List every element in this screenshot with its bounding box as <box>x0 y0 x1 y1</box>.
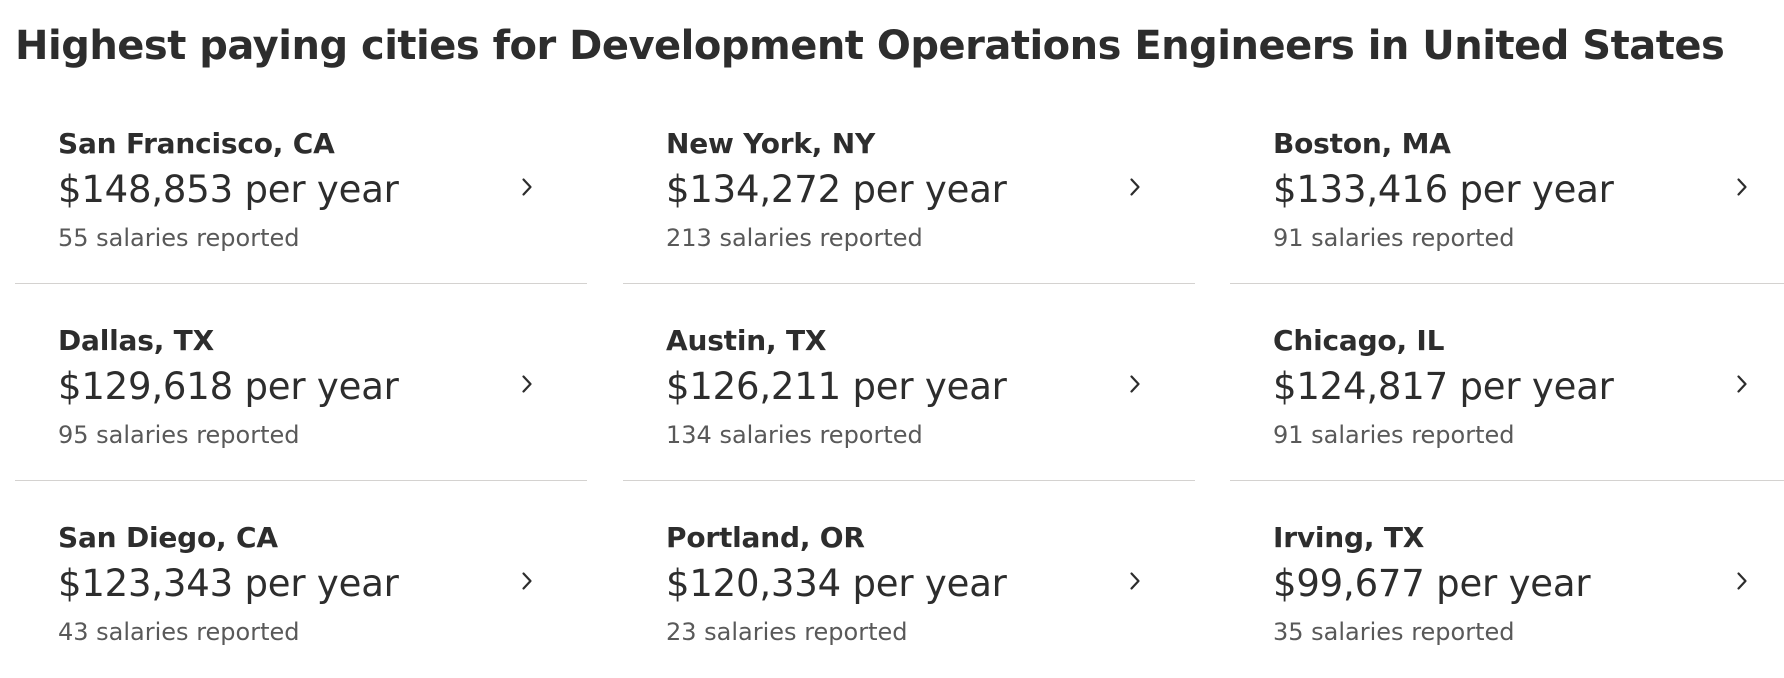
city-salary: $126,211 per year <box>666 365 1007 408</box>
city-card-new-york[interactable]: New York, NY $134,272 per year 213 salar… <box>623 105 1195 284</box>
salaries-reported: 55 salaries reported <box>58 224 300 252</box>
city-salary: $123,343 per year <box>58 562 399 605</box>
city-salary-grid: San Francisco, CA $148,853 per year 55 s… <box>15 105 1784 671</box>
city-name: Dallas, TX <box>58 324 214 357</box>
salaries-reported: 91 salaries reported <box>1273 421 1515 449</box>
salaries-reported: 213 salaries reported <box>666 224 923 252</box>
salaries-reported: 23 salaries reported <box>666 618 908 646</box>
city-salary: $124,817 per year <box>1273 365 1614 408</box>
city-card-boston[interactable]: Boston, MA $133,416 per year 91 salaries… <box>1230 105 1784 284</box>
salaries-reported: 134 salaries reported <box>666 421 923 449</box>
salaries-reported: 35 salaries reported <box>1273 618 1515 646</box>
city-name: New York, NY <box>666 127 876 160</box>
city-card-dallas[interactable]: Dallas, TX $129,618 per year 95 salaries… <box>15 302 587 481</box>
city-name: Boston, MA <box>1273 127 1451 160</box>
city-card-austin[interactable]: Austin, TX $126,211 per year 134 salarie… <box>623 302 1195 481</box>
city-salary: $99,677 per year <box>1273 562 1591 605</box>
chevron-right-icon <box>515 175 539 199</box>
city-name: San Diego, CA <box>58 521 278 554</box>
city-name: Portland, OR <box>666 521 865 554</box>
city-salary: $120,334 per year <box>666 562 1007 605</box>
salaries-reported: 95 salaries reported <box>58 421 300 449</box>
page-title: Highest paying cities for Development Op… <box>15 23 1725 69</box>
city-card-chicago[interactable]: Chicago, IL $124,817 per year 91 salarie… <box>1230 302 1784 481</box>
city-name: Irving, TX <box>1273 521 1425 554</box>
city-card-san-francisco[interactable]: San Francisco, CA $148,853 per year 55 s… <box>15 105 587 284</box>
chevron-right-icon <box>515 569 539 593</box>
city-salary: $129,618 per year <box>58 365 399 408</box>
city-salary: $148,853 per year <box>58 168 399 211</box>
salaries-reported: 91 salaries reported <box>1273 224 1515 252</box>
city-card-irving[interactable]: Irving, TX $99,677 per year 35 salaries … <box>1230 499 1784 678</box>
city-card-san-diego[interactable]: San Diego, CA $123,343 per year 43 salar… <box>15 499 587 678</box>
chevron-right-icon <box>1730 372 1754 396</box>
chevron-right-icon <box>1730 175 1754 199</box>
city-salary: $133,416 per year <box>1273 168 1614 211</box>
city-name: Chicago, IL <box>1273 324 1445 357</box>
city-name: Austin, TX <box>666 324 827 357</box>
chevron-right-icon <box>1123 569 1147 593</box>
chevron-right-icon <box>1123 175 1147 199</box>
salaries-reported: 43 salaries reported <box>58 618 300 646</box>
chevron-right-icon <box>1123 372 1147 396</box>
city-name: San Francisco, CA <box>58 127 335 160</box>
city-salary: $134,272 per year <box>666 168 1007 211</box>
chevron-right-icon <box>1730 569 1754 593</box>
chevron-right-icon <box>515 372 539 396</box>
city-card-portland[interactable]: Portland, OR $120,334 per year 23 salari… <box>623 499 1195 678</box>
